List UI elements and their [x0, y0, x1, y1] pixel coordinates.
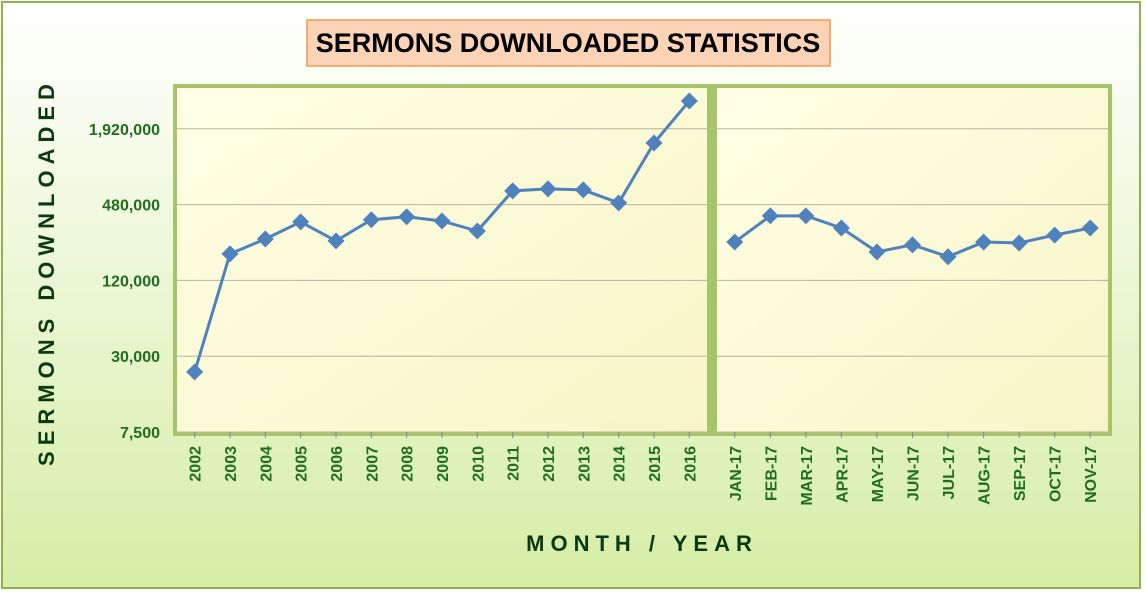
x-tick-label: 2014 [612, 446, 629, 482]
x-tick-label: 2002 [188, 446, 205, 482]
marker [221, 245, 239, 263]
x-tick-label: 2006 [329, 446, 346, 482]
marker [832, 219, 850, 237]
x-axis-title: MONTH / YEAR [526, 531, 758, 556]
x-tick-label: 2012 [541, 446, 558, 482]
x-tick-label: 2015 [647, 446, 664, 482]
y-tick-label: 30,000 [111, 349, 160, 366]
chart-title: SERMONS DOWNLOADED STATISTICS [316, 28, 821, 58]
marker [645, 134, 663, 152]
x-tick-label: AUG-17 [977, 446, 994, 505]
marker [539, 180, 557, 198]
marker [504, 182, 522, 200]
marker [726, 233, 744, 251]
marker [186, 363, 204, 381]
marker [975, 233, 993, 251]
marker [398, 208, 416, 226]
marker [610, 194, 628, 212]
x-tick-label: OCT-17 [1048, 446, 1065, 502]
x-tick-label: 2010 [470, 446, 487, 482]
marker [468, 222, 486, 240]
y-tick-label: 7,500 [120, 425, 160, 442]
x-tick-label: APR-17 [834, 446, 851, 503]
marker [574, 181, 592, 199]
marker [292, 213, 310, 231]
marker [797, 207, 815, 225]
marker [761, 207, 779, 225]
x-tick-label: 2003 [223, 446, 240, 482]
y-tick-label: 1,920,000 [89, 122, 160, 139]
x-tick-label: 2016 [682, 446, 699, 482]
marker [327, 232, 345, 250]
x-tick-label: JUL-17 [941, 446, 958, 499]
x-tick-label: 2013 [576, 446, 593, 482]
x-tick-label: MAY-17 [870, 446, 887, 502]
plot-area [717, 88, 1108, 432]
marker [904, 236, 921, 254]
marker [433, 212, 451, 230]
x-tick-label: 2011 [506, 446, 523, 481]
marker [680, 92, 698, 110]
marker [868, 243, 886, 261]
y-tick-label: 120,000 [102, 273, 160, 290]
marker [1010, 234, 1028, 252]
x-tick-label: SEP-17 [1012, 446, 1029, 501]
x-tick-label: FEB-17 [763, 446, 780, 501]
x-tick-label: 2008 [400, 446, 417, 482]
x-tick-label: JAN-17 [728, 446, 745, 501]
title-box [306, 19, 831, 67]
y-tick-label: 480,000 [102, 198, 160, 215]
x-tick-label: 2005 [294, 446, 311, 482]
x-tick-label: 2009 [435, 446, 452, 482]
x-tick-label: NOV-17 [1083, 446, 1100, 503]
plot-area [177, 88, 707, 432]
marker [256, 230, 274, 248]
y-axis-title: SERMONS DOWNLOADED [34, 78, 59, 466]
x-tick-label: MAR-17 [799, 446, 816, 506]
x-tick-label: 2004 [258, 446, 275, 482]
x-tick-label: JUN-17 [906, 446, 923, 501]
x-tick-label: 2007 [364, 446, 381, 482]
marker [362, 211, 380, 229]
